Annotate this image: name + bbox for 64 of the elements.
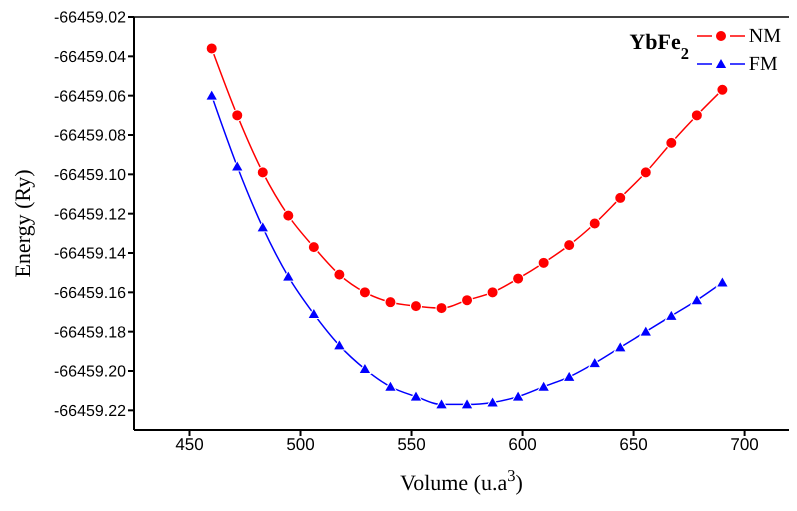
point [384, 380, 397, 392]
point [333, 268, 346, 281]
point [664, 309, 678, 321]
x-tick-label: 450 [175, 435, 204, 454]
point [640, 166, 652, 178]
point [461, 294, 474, 306]
point [716, 276, 729, 288]
point [410, 300, 422, 312]
point [512, 272, 524, 285]
point [614, 340, 627, 352]
point [562, 370, 576, 382]
point [256, 220, 270, 232]
y-tick-label: -66459.18 [54, 324, 126, 342]
point [256, 166, 269, 178]
point [384, 296, 396, 308]
y-tick-label: -66459.04 [54, 49, 126, 66]
y-tick-label: -66459.22 [54, 403, 126, 420]
point [563, 239, 576, 252]
point [716, 84, 728, 96]
y-tick-label: -66459.14 [54, 246, 126, 263]
point [690, 109, 703, 122]
x-tick-label: 500 [286, 435, 315, 454]
y-tick-label: -66459.08 [54, 128, 126, 145]
x-tick-label: 700 [730, 435, 759, 454]
point [460, 398, 474, 410]
x-tick-label: 600 [508, 435, 537, 454]
text: YbFe$_{2}$ [629, 29, 689, 62]
point [639, 325, 652, 337]
point [486, 396, 500, 408]
point [538, 256, 550, 269]
point [588, 218, 601, 230]
point [537, 380, 550, 392]
point [690, 294, 704, 306]
point [282, 210, 294, 222]
y-tick-label: -66459.06 [54, 88, 126, 106]
point [409, 390, 422, 402]
y-tick-label: -66459.20 [54, 364, 126, 381]
point [358, 362, 372, 374]
legend-label: NM [748, 24, 781, 49]
point [665, 136, 678, 149]
y-tick-label: -66459.12 [54, 206, 126, 224]
point [614, 192, 626, 204]
x-axis-title: Volume (u.a$^{3}$) [400, 466, 523, 495]
legend-label: FM [748, 52, 778, 77]
y-tick-label: -66459.02 [54, 10, 126, 27]
point [332, 338, 346, 350]
point [231, 109, 244, 122]
point [282, 270, 295, 282]
point [512, 390, 525, 402]
point [435, 398, 448, 410]
point [205, 89, 218, 101]
y-tick-label: -66459.10 [54, 167, 126, 184]
x-tick-label: 650 [619, 435, 648, 454]
point [486, 286, 499, 298]
x-tick-label: 550 [397, 435, 426, 454]
point [307, 307, 320, 319]
y-tick-label: -66459.16 [54, 285, 126, 302]
point [436, 302, 448, 314]
point [308, 241, 320, 254]
y-axis-title: Energy (Ry) [10, 169, 35, 278]
point [206, 42, 218, 54]
point [358, 286, 371, 298]
point [588, 356, 602, 368]
point [230, 160, 244, 172]
